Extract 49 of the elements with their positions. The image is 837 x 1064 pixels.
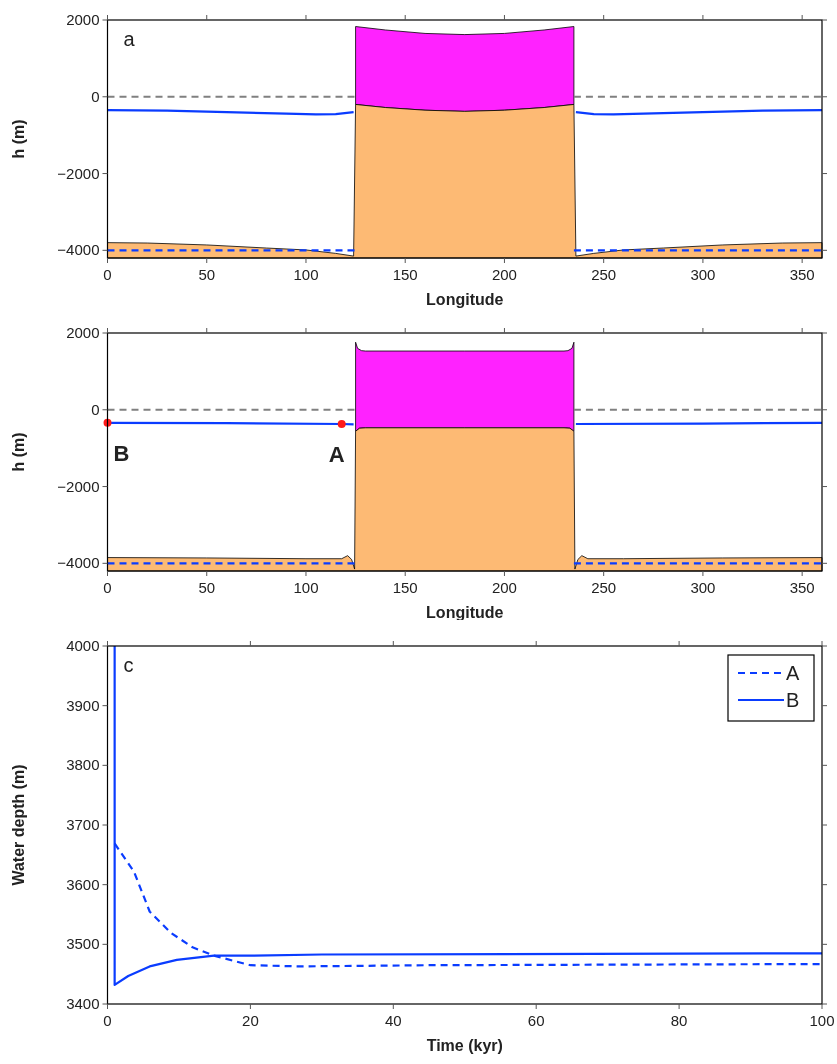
legend-label: B [786,689,800,711]
x-tick-label: 150 [392,579,418,596]
y-tick-label: 0 [91,400,100,418]
x-tick-label: 0 [103,266,112,283]
y-tick-label: 4000 [66,637,100,654]
annotation: a [123,28,136,50]
line-series [113,644,824,987]
legend-label: A [786,662,800,684]
x-tick-label: 300 [690,579,716,596]
x-tick-label: 350 [789,579,815,596]
x-tick-label: 40 [384,1012,402,1029]
x-tick-label: 0 [103,579,112,596]
y-tick-label: 3700 [66,816,100,833]
x-tick-label: 150 [392,266,418,283]
y-tick-label: −2000 [57,477,100,495]
x-axis-title: Time (kyr) [426,1037,503,1054]
x-tick-label: 0 [103,1012,112,1029]
annotation: A [328,441,345,467]
x-tick-label: 200 [491,266,517,283]
x-tick-label: 50 [198,266,216,283]
x-tick-label: 100 [809,1012,835,1029]
x-tick-label: 250 [591,266,617,283]
y-tick-label: 3800 [66,756,100,774]
y-axis-title: h (m) [10,432,27,472]
y-tick-label: 3500 [66,935,100,953]
x-tick-label: 80 [670,1012,688,1029]
y-tick-label: −4000 [57,554,100,572]
y-tick-label: 3600 [66,875,100,893]
x-tick-label: 20 [242,1012,259,1029]
x-tick-label: 50 [198,579,216,596]
x-tick-label: 100 [293,266,319,283]
y-tick-label: −4000 [57,241,100,259]
x-tick-label: 200 [491,579,517,596]
y-axis-title: h (m) [10,119,27,159]
y-tick-label: 0 [91,87,100,105]
y-axis-title: Water depth (m) [10,764,27,886]
x-tick-label: 250 [591,579,617,596]
x-tick-label: 60 [527,1012,545,1029]
x-tick-label: 300 [690,266,716,283]
x-tick-label: 100 [293,579,319,596]
x-axis-title: Longitude [426,291,504,308]
y-tick-label: 3900 [66,696,100,714]
y-tick-label: 3400 [66,995,100,1012]
annotation: c [123,654,134,676]
y-tick-label: 2000 [66,11,100,28]
x-tick-label: 350 [789,266,815,283]
y-tick-label: 2000 [66,324,100,341]
annotation: B [113,440,130,466]
y-tick-label: −2000 [57,164,100,182]
